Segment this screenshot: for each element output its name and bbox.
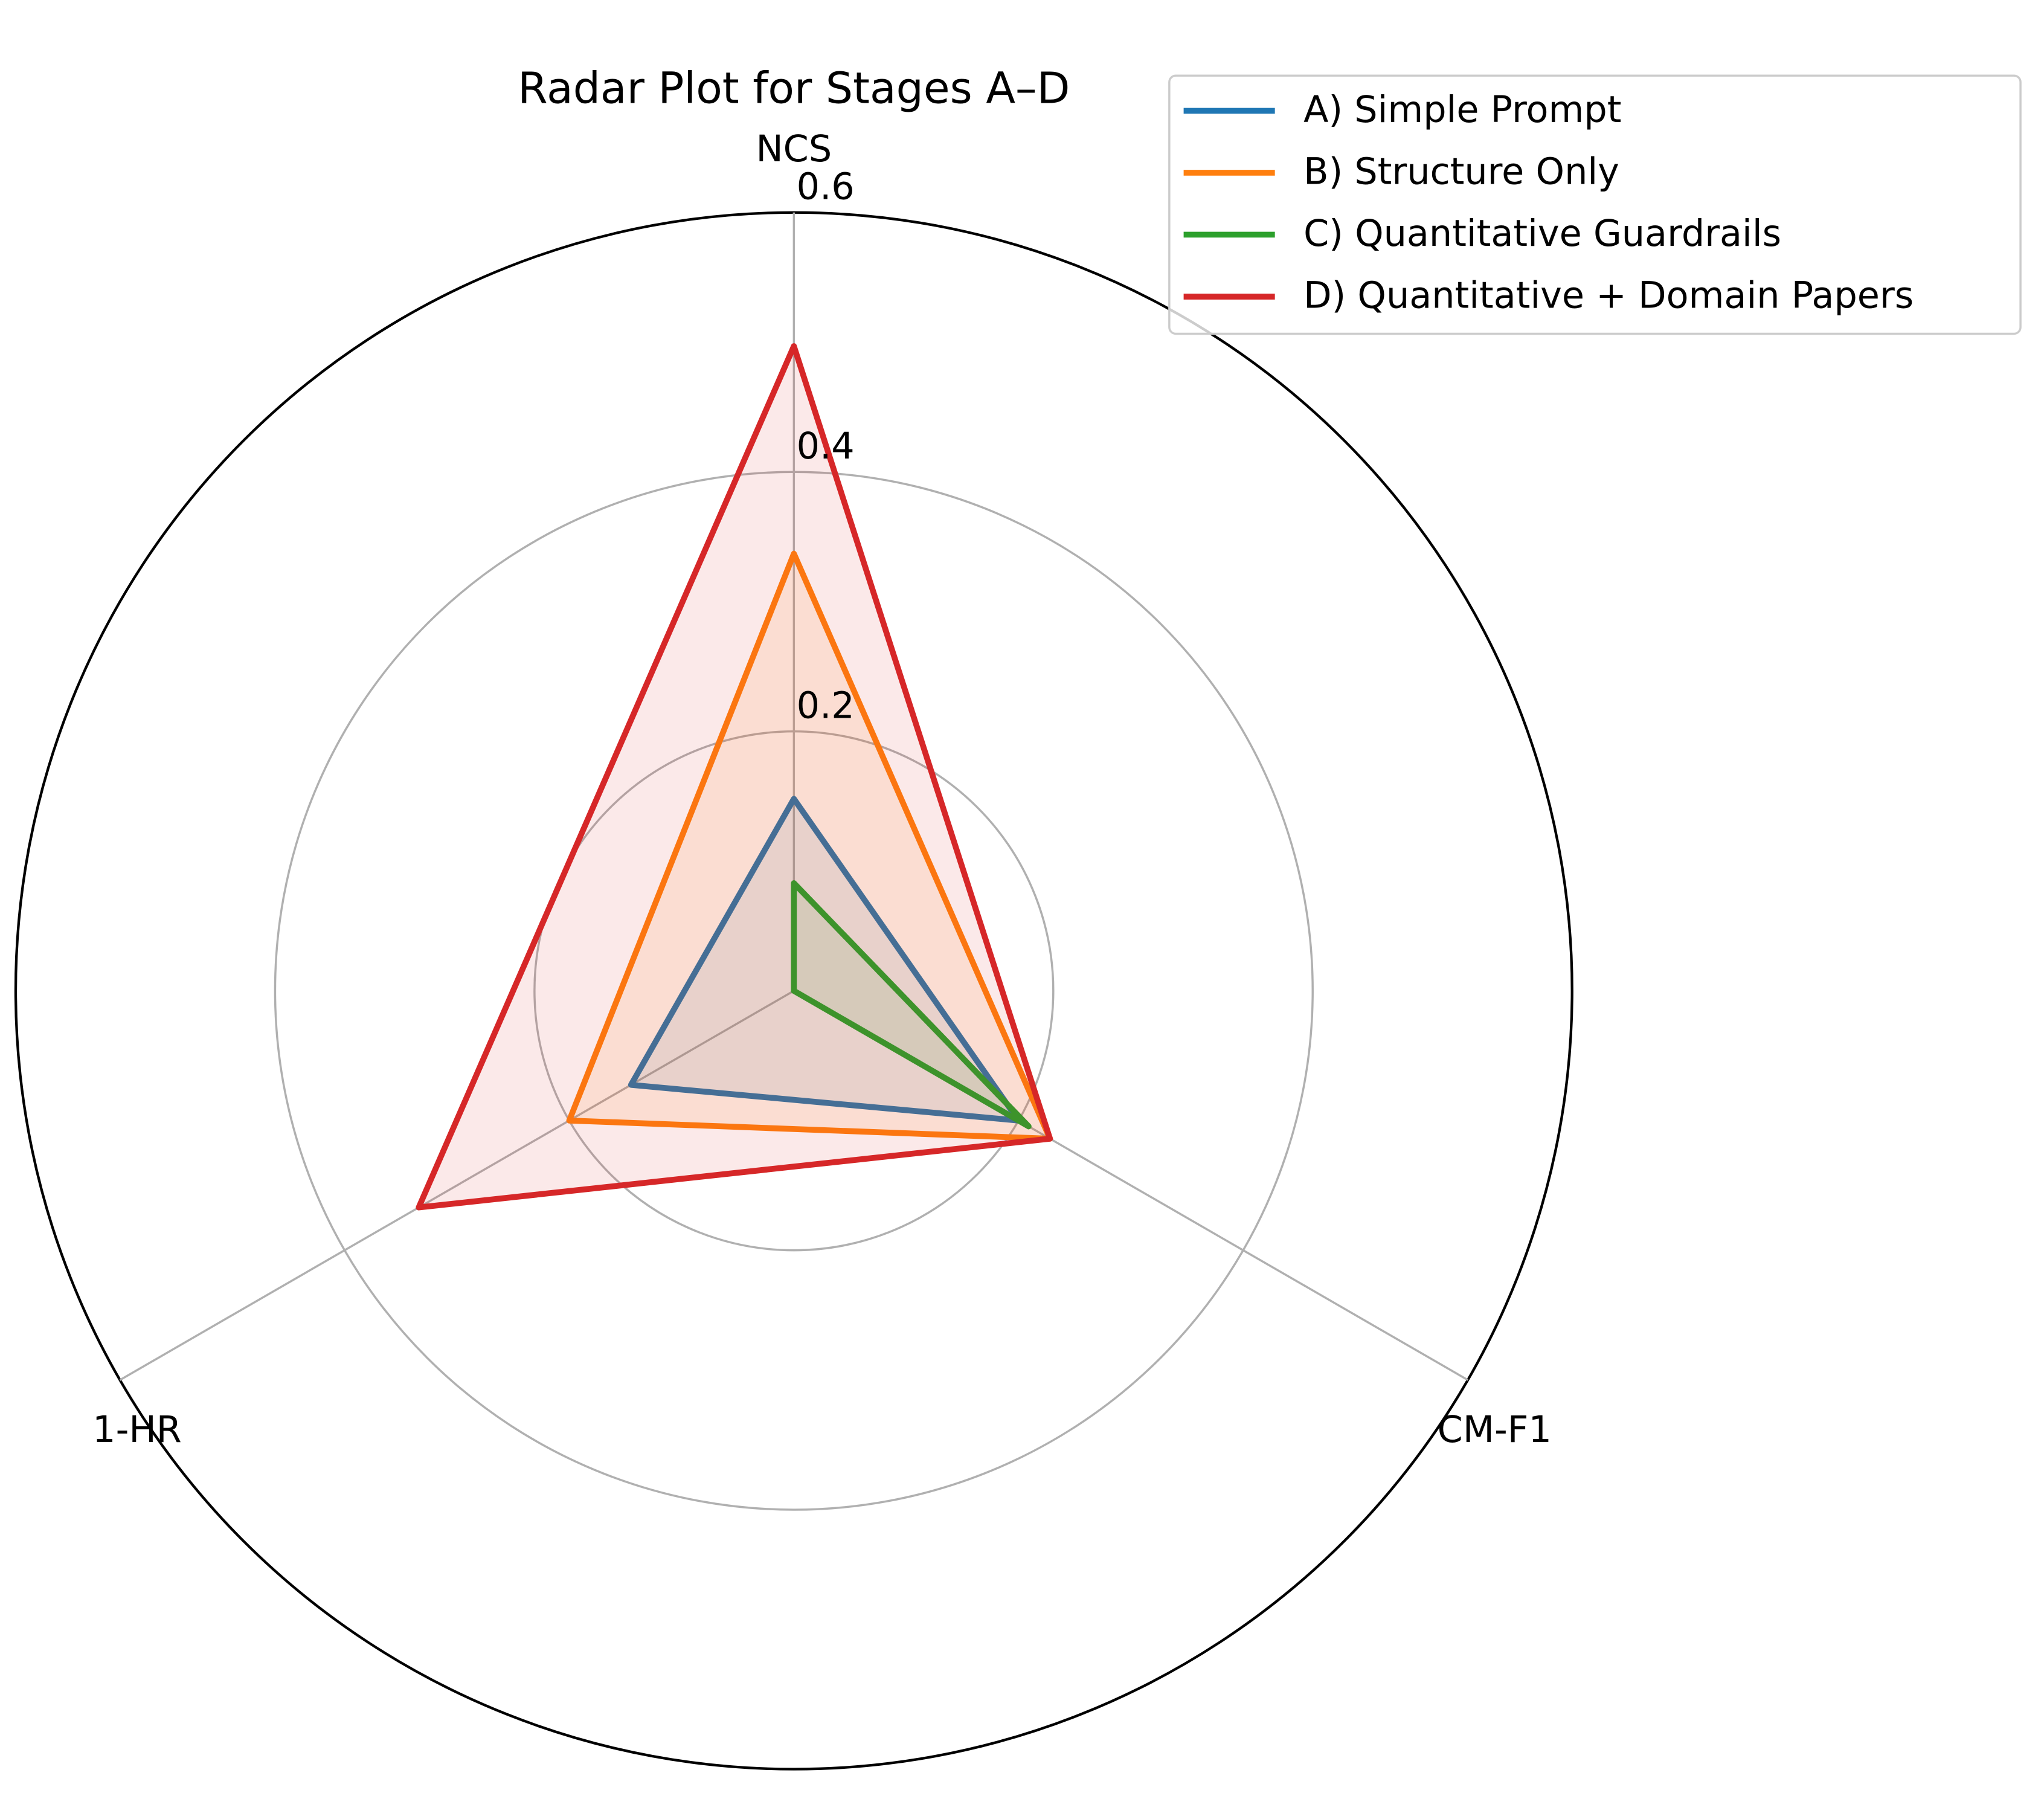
series-area xyxy=(569,553,1050,1139)
legend-label: B) Structure Only xyxy=(1303,151,1619,193)
legend: A) Simple Prompt B) Structure Only C) Quan… xyxy=(1168,74,2022,335)
axis-label: 1-HR xyxy=(92,1409,182,1451)
r-tick-label: 0.2 xyxy=(797,684,855,727)
legend-label: C) Quantitative Guardrails xyxy=(1303,213,1781,255)
series-line xyxy=(416,343,1053,1211)
r-tick-label: 0.6 xyxy=(797,166,855,208)
series-line xyxy=(628,796,1022,1124)
series-area xyxy=(631,799,1019,1121)
series-line xyxy=(566,550,1053,1142)
axis-label: CM-F1 xyxy=(1438,1409,1552,1451)
chart-title: Radar Plot for Stages A–D xyxy=(518,63,1070,114)
legend-box xyxy=(1168,74,2022,335)
series-line xyxy=(791,880,1032,1130)
spoke xyxy=(119,990,795,1381)
series-area xyxy=(419,346,1050,1208)
r-tick-label: 0.4 xyxy=(797,425,855,468)
legend-label: D) Quantitative + Domain Papers xyxy=(1303,275,1914,317)
axis-label: NCS xyxy=(756,128,832,170)
legend-label: A) Simple Prompt xyxy=(1303,89,1621,131)
